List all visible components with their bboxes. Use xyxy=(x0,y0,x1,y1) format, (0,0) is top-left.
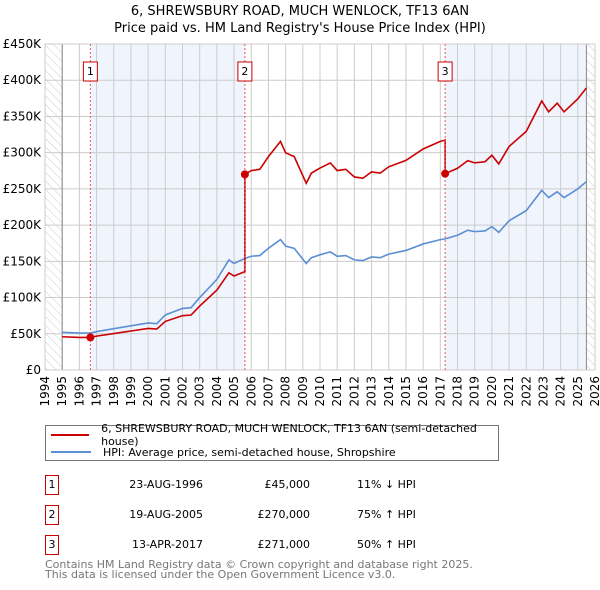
sale-marker xyxy=(441,169,450,178)
x-tick-label: 2006 xyxy=(244,376,258,407)
legend-swatch-blue xyxy=(51,451,91,453)
x-tick-label: 2026 xyxy=(588,376,600,407)
x-tick-label: 1999 xyxy=(124,376,138,407)
footer: Contains HM Land Registry data © Crown c… xyxy=(45,558,473,581)
y-tick-label: £50K xyxy=(10,327,42,341)
x-tick-label: 2001 xyxy=(158,376,172,407)
x-tick-label: 2010 xyxy=(313,376,327,407)
x-tick-label: 2004 xyxy=(210,376,224,407)
transaction-hpi-relation: 75% ↑ HPI xyxy=(357,508,416,521)
x-tick-label: 1995 xyxy=(55,376,69,407)
x-tick-label: 2013 xyxy=(365,376,379,407)
transaction-number: 3 xyxy=(45,535,59,555)
chart-subtitle: Price paid vs. HM Land Registry's House … xyxy=(114,21,486,36)
footer-licence: This data is licensed under the Open Gov… xyxy=(45,568,396,581)
y-tick-label: £100K xyxy=(3,291,43,305)
transaction-date: 23-AUG-1996 xyxy=(129,478,203,491)
x-tick-label: 2008 xyxy=(279,376,293,407)
sale-marker xyxy=(240,170,249,179)
transaction-row: 2 19-AUG-2005 £270,000 75% ↑ HPI xyxy=(45,505,445,525)
x-tick-label: 2014 xyxy=(382,376,396,407)
x-tick-label: 2016 xyxy=(416,376,430,407)
transaction-price: £45,000 xyxy=(264,478,311,491)
x-tick-label: 2009 xyxy=(296,376,310,407)
x-tick-label: 2021 xyxy=(502,376,516,407)
transaction-number: 2 xyxy=(45,505,59,525)
transaction-date: 19-AUG-2005 xyxy=(129,508,203,521)
y-tick-label: £350K xyxy=(3,109,43,123)
x-tick-label: 1997 xyxy=(90,376,104,407)
ownership-shade xyxy=(445,44,587,370)
y-tick-label: £250K xyxy=(3,182,43,196)
x-tick-label: 2012 xyxy=(347,376,361,407)
x-tick-label: 2018 xyxy=(451,376,465,407)
x-tick-label: 2020 xyxy=(485,376,499,407)
x-tick-label: 1994 xyxy=(38,376,52,407)
footer-copyright: Contains HM Land Registry data © Crown c… xyxy=(45,558,473,571)
y-tick-label: £0 xyxy=(26,363,41,377)
sale-label-box xyxy=(437,61,453,82)
x-tick-label: 2015 xyxy=(399,376,413,407)
x-tick-label: 2000 xyxy=(141,376,155,407)
no-data-hatch xyxy=(45,44,63,370)
transaction-hpi-relation: 50% ↑ HPI xyxy=(357,538,416,551)
chart-title: 6, SHREWSBURY ROAD, MUCH WENLOCK, TF13 6… xyxy=(130,4,470,19)
transaction-number: 1 xyxy=(45,475,59,495)
y-tick-label: £200K xyxy=(3,218,43,232)
sale-label: 3 xyxy=(442,65,449,78)
x-tick-label: 2022 xyxy=(519,376,533,407)
legend-label: 6, SHREWSBURY ROAD, MUCH WENLOCK, TF13 6… xyxy=(101,422,477,448)
y-tick-label: £150K xyxy=(3,254,43,268)
sale-label-box xyxy=(82,61,98,82)
x-tick-label: 2005 xyxy=(227,376,241,407)
transaction-price: £271,000 xyxy=(257,538,311,551)
hpi-line xyxy=(62,181,587,334)
legend-swatch-red xyxy=(51,434,90,436)
legend-item-property: 6, SHREWSBURY ROAD, MUCH WENLOCK, TF13 6… xyxy=(51,422,498,448)
legend-label: HPI: Average price, semi-detached house,… xyxy=(103,445,396,459)
no-data-hatch xyxy=(586,44,595,370)
y-tick-label: £450K xyxy=(3,37,43,51)
x-tick-label: 2019 xyxy=(468,376,482,407)
x-tick-label: 2007 xyxy=(261,376,275,407)
transaction-price: £270,000 xyxy=(257,508,311,521)
x-tick-label: 2023 xyxy=(536,376,550,407)
plot-border xyxy=(44,43,596,371)
transaction-hpi-relation: 11% ↓ HPI xyxy=(357,478,416,491)
x-tick-label: 2025 xyxy=(571,376,585,407)
chart-area: 1994 1995 1996 1997 1998 1999 2000 2001 2002 2003… xyxy=(3,37,600,407)
legend-item-hpi: HPI: Average price, semi-detached house,… xyxy=(51,444,396,460)
x-tick-label: 2003 xyxy=(193,376,207,407)
transaction-date: 13-APR-2017 xyxy=(131,538,203,551)
y-tick-label: £300K xyxy=(3,146,43,160)
x-tick-label: 2011 xyxy=(330,376,344,407)
x-tick-label: 2002 xyxy=(176,376,190,407)
sale-marker xyxy=(86,333,95,342)
transaction-row: 1 23-AUG-1996 £45,000 11% ↓ HPI xyxy=(45,475,445,495)
sale-label: 1 xyxy=(87,65,94,78)
legend: 6, SHREWSBURY ROAD, MUCH WENLOCK, TF13 6… xyxy=(45,422,499,461)
x-tick-label: 2024 xyxy=(554,376,568,407)
y-tick-label: £400K xyxy=(3,73,43,87)
sale-label-box xyxy=(237,61,253,82)
x-tick-label: 1998 xyxy=(107,376,121,407)
sale-label: 2 xyxy=(241,65,248,78)
property-price-line xyxy=(62,87,588,339)
x-tick-label: 1996 xyxy=(72,376,86,407)
x-tick-label: 2017 xyxy=(433,376,447,407)
ownership-shade xyxy=(90,44,245,370)
transaction-row: 3 13-APR-2017 £271,000 50% ↑ HPI xyxy=(45,535,445,555)
